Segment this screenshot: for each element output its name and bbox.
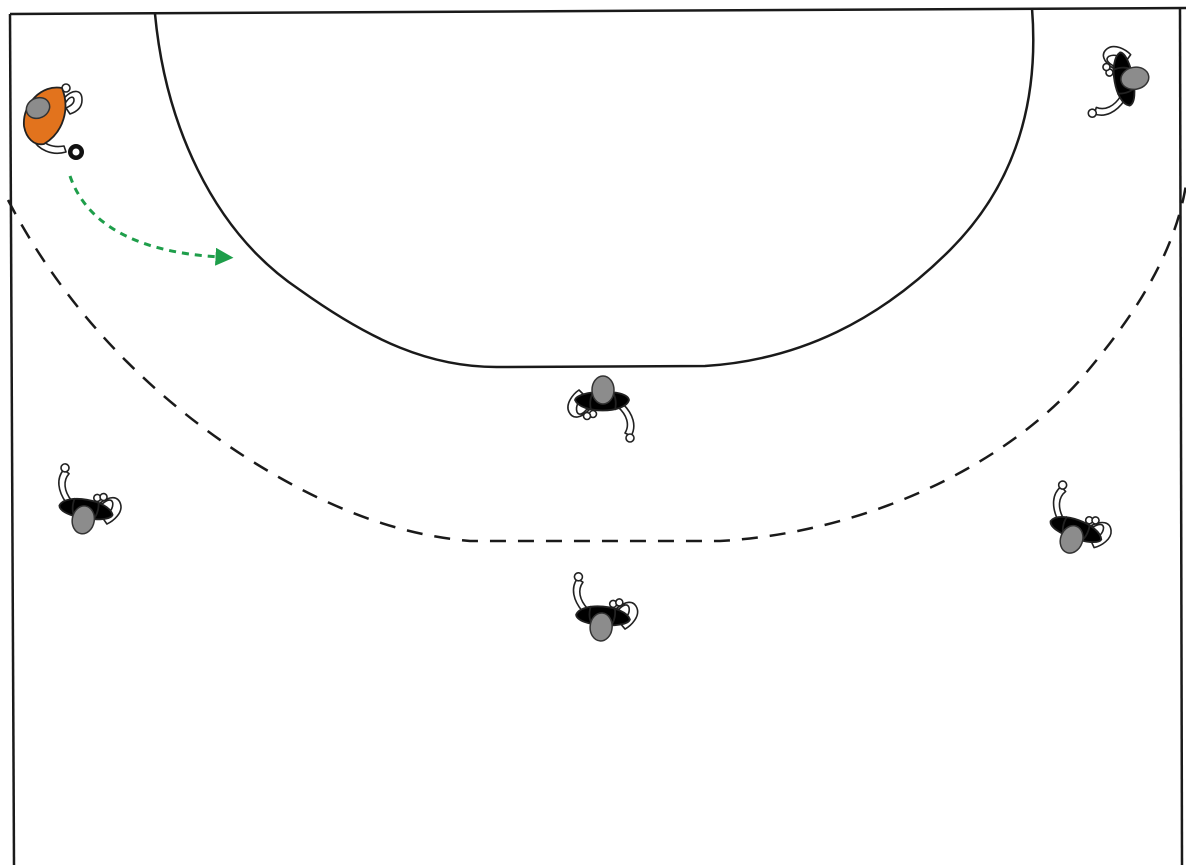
free-throw-line	[6, 184, 1186, 543]
defender-center-back	[568, 571, 642, 645]
defender-left-back	[49, 462, 128, 541]
defender-goalkeeper	[1076, 40, 1155, 119]
players	[23, 40, 1155, 645]
player-head	[25, 96, 51, 120]
goal-line	[9, 6, 1186, 16]
defender-right-back	[1036, 479, 1124, 566]
goal-area-line	[153, 7, 1035, 369]
left-sideline	[8, 13, 16, 865]
defender-center	[567, 375, 635, 443]
attacker-ball-carrier	[23, 83, 84, 160]
court-lines	[8, 6, 1186, 865]
pass-arrow	[68, 175, 234, 266]
right-edge-line	[1178, 7, 1184, 865]
